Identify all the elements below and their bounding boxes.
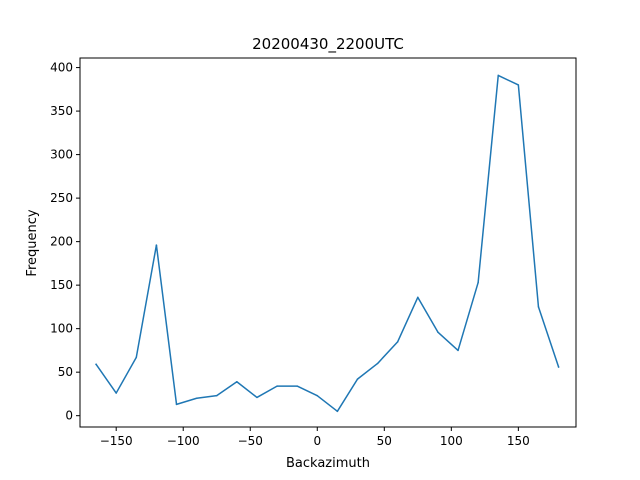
x-tick-label: 0 [313, 434, 321, 448]
plot-frame [79, 57, 577, 428]
data-point [437, 331, 439, 333]
x-tick-label: 50 [377, 434, 392, 448]
data-point [215, 394, 218, 397]
data-point [537, 306, 540, 308]
data-point [115, 392, 117, 394]
data-point [356, 378, 359, 380]
y-axis-ticks: 0 50 100 150 200 250 300 350 400 [50, 61, 80, 423]
data-point [236, 380, 238, 383]
data-point [396, 340, 399, 343]
data-points [95, 74, 560, 413]
x-tick-label: −100 [167, 434, 200, 448]
data-point [195, 397, 198, 400]
x-axis-label: Backazimuth [286, 456, 370, 471]
data-point [175, 403, 178, 406]
y-tick-label: 50 [58, 365, 73, 379]
data-point [95, 363, 97, 366]
data-point [296, 385, 298, 387]
data-point [316, 394, 319, 397]
data-point [336, 410, 339, 413]
x-tick-label: 100 [440, 434, 463, 448]
data-point [276, 385, 278, 387]
y-tick-label: 300 [50, 148, 73, 162]
data-point [376, 362, 379, 365]
x-axis-ticks: −150 −100 −50 0 50 100 150 [100, 427, 530, 448]
data-point [155, 244, 158, 246]
y-tick-label: 0 [65, 409, 73, 423]
y-tick-label: 400 [50, 61, 73, 75]
y-axis-label: Frequency [25, 209, 40, 276]
data-point [457, 349, 459, 352]
series-line [95, 74, 560, 413]
data-point [557, 366, 560, 368]
data-point [256, 396, 258, 399]
y-tick-label: 350 [50, 104, 73, 118]
y-tick-label: 100 [50, 322, 73, 336]
data-point [497, 74, 499, 77]
y-tick-label: 250 [50, 191, 73, 205]
data-point [135, 356, 138, 359]
y-tick-label: 150 [50, 278, 73, 292]
chart-title: 20200430_2200UTC [252, 35, 404, 54]
y-tick-label: 200 [50, 235, 73, 249]
data-point [517, 84, 520, 86]
x-tick-label: −50 [238, 434, 263, 448]
x-tick-label: 150 [507, 434, 530, 448]
data-point [417, 296, 419, 299]
data-point [477, 281, 479, 284]
x-tick-label: −150 [100, 434, 133, 448]
